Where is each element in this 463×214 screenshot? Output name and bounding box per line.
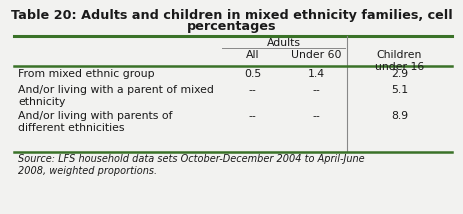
Text: 1.4: 1.4 [307,69,324,79]
Text: --: -- [248,85,256,95]
Text: percentages: percentages [187,20,276,33]
Text: --: -- [312,85,319,95]
Text: And/or living with parents of
different ethnicities: And/or living with parents of different … [18,111,172,133]
Text: 8.9: 8.9 [390,111,407,121]
Text: Under 60: Under 60 [290,50,340,60]
Text: 5.1: 5.1 [390,85,407,95]
Text: Adults: Adults [266,38,300,48]
Text: Children
under 16: Children under 16 [374,50,423,72]
Text: 2.9: 2.9 [390,69,407,79]
Text: Source: LFS household data sets October-December 2004 to April-June
2008, weight: Source: LFS household data sets October-… [18,154,364,176]
Text: All: All [245,50,259,60]
Text: And/or living with a parent of mixed
ethnicity: And/or living with a parent of mixed eth… [18,85,213,107]
Text: Table 20: Adults and children in mixed ethnicity families, cell: Table 20: Adults and children in mixed e… [11,9,452,22]
Text: 0.5: 0.5 [244,69,261,79]
Text: From mixed ethnic group: From mixed ethnic group [18,69,154,79]
Text: --: -- [248,111,256,121]
Text: --: -- [312,111,319,121]
